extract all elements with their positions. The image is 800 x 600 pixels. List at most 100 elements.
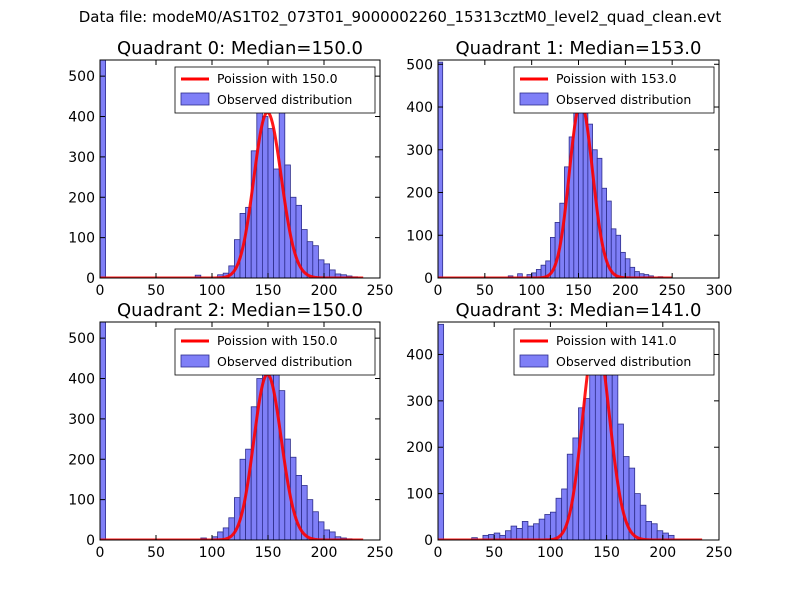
y-tick-label: 400 [406, 100, 433, 116]
histogram-bar [323, 263, 330, 278]
legend-hist-label: Observed distribution [217, 92, 352, 107]
histogram-bar [624, 258, 631, 278]
histogram-bar [100, 322, 106, 540]
plot-area [100, 60, 364, 278]
histogram-bar [583, 398, 591, 540]
histogram-bar [639, 504, 647, 540]
plot-area [438, 323, 703, 540]
histogram-bar [533, 523, 540, 540]
histogram-bar [629, 266, 636, 278]
legend: Poission with 150.0 Observed distribution [174, 328, 376, 376]
x-tick-label: 100 [199, 283, 226, 299]
histogram-bar [273, 168, 280, 278]
histogram-bar [634, 493, 641, 540]
legend-line-label: Poission with 150.0 [217, 333, 338, 348]
x-tick-label: 100 [518, 283, 545, 299]
y-tick-label: 100 [406, 228, 433, 244]
chart-title: Quadrant 1: Median=153.0 [456, 38, 702, 59]
x-tick-label: 50 [485, 545, 503, 561]
chart-title: Quadrant 2: Median=150.0 [117, 300, 363, 321]
histogram-bar [438, 323, 445, 540]
x-tick-label: 150 [565, 283, 592, 299]
histogram-bar [306, 241, 314, 278]
y-tick-label: 300 [406, 143, 433, 159]
histogram-bar [589, 363, 596, 540]
y-tick-label: 300 [68, 412, 95, 428]
legend: Poission with 150.0 Observed distribution [174, 66, 376, 114]
y-tick-label: 100 [406, 487, 433, 503]
axes-frame [437, 321, 720, 541]
y-tick-label: 500 [406, 57, 433, 73]
x-tick-label: 200 [649, 545, 676, 561]
legend: Poission with 153.0 Observed distribution [513, 66, 715, 114]
y-tick-label: 200 [68, 190, 95, 206]
histogram-bar [438, 61, 444, 278]
axes-frame [99, 321, 381, 541]
x-tick-label: 50 [147, 283, 165, 299]
x-tick-label: 50 [476, 283, 494, 299]
y-tick-label: 100 [68, 231, 95, 247]
x-tick-label: 150 [255, 545, 282, 561]
legend-hist-swatch [180, 354, 210, 368]
legend-line-label: Poission with 150.0 [217, 71, 338, 86]
y-tick-label: 100 [68, 493, 95, 509]
y-tick-label: 0 [86, 271, 95, 287]
legend-hist-label: Observed distribution [556, 354, 691, 369]
x-tick-label: 200 [311, 283, 338, 299]
histogram-bar [544, 514, 551, 540]
y-tick-label: 200 [406, 186, 433, 202]
legend: Poission with 141.0 Observed distribution [513, 328, 715, 376]
histogram-bar [594, 349, 602, 540]
histogram-bar [521, 521, 529, 540]
chart-panel-0: Quadrant 0: Median=150.0 0 50 100 150 200 250 0… [68, 38, 393, 299]
y-tick-label: 200 [406, 440, 433, 456]
histogram-bar [645, 521, 652, 540]
poisson-curve [100, 372, 364, 540]
y-tick-label: 400 [406, 347, 433, 363]
x-tick-label: 0 [434, 545, 443, 561]
legend-hist-swatch [519, 354, 549, 368]
y-tick-label: 0 [86, 533, 95, 549]
histogram-bar [615, 234, 622, 278]
histogram-bar [261, 116, 269, 278]
x-tick-label: 100 [199, 545, 226, 561]
x-tick-label: 300 [706, 283, 733, 299]
legend-line-label: Poission with 153.0 [556, 71, 677, 86]
y-tick-label: 300 [406, 394, 433, 410]
y-tick-label: 300 [68, 150, 95, 166]
x-tick-label: 250 [367, 283, 394, 299]
histogram-bar [516, 528, 523, 540]
histogram-bar [601, 187, 608, 278]
histogram-bar [517, 273, 523, 278]
chart-title: Quadrant 3: Median=141.0 [456, 300, 702, 321]
y-tick-label: 400 [68, 372, 95, 388]
x-tick-label: 100 [537, 545, 564, 561]
poisson-curve [100, 110, 364, 278]
histogram-bar [527, 525, 534, 540]
axes-frame [99, 59, 381, 279]
legend-line-label: Poission with 141.0 [556, 333, 677, 348]
histogram-bar [267, 128, 274, 278]
x-tick-label: 250 [706, 545, 733, 561]
figure-suptitle: Data file: modeM0/AS1T02_073T01_90000022… [78, 8, 722, 26]
histogram-bar [550, 511, 557, 540]
x-tick-label: 150 [593, 545, 620, 561]
histogram-bar [538, 518, 546, 540]
chart-panel-2: Quadrant 2: Median=150.0 0 50 100 150 200 250 0… [68, 300, 393, 561]
legend-hist-swatch [180, 92, 210, 106]
y-tick-label: 0 [424, 271, 433, 287]
histogram-bar [578, 87, 584, 278]
y-tick-label: 0 [424, 533, 433, 549]
chart-title: Quadrant 0: Median=150.0 [117, 38, 363, 59]
x-tick-label: 250 [659, 283, 686, 299]
x-tick-label: 200 [612, 283, 639, 299]
chart-panel-3: Quadrant 3: Median=141.0 0 50 100 150 200 250 0… [406, 300, 732, 561]
legend-hist-label: Observed distribution [217, 354, 352, 369]
y-tick-label: 200 [68, 452, 95, 468]
histogram-bar [100, 60, 106, 278]
legend-hist-swatch [519, 92, 549, 106]
histogram-bar [261, 361, 269, 540]
histogram-bar [312, 511, 319, 540]
plot-area [438, 61, 673, 278]
